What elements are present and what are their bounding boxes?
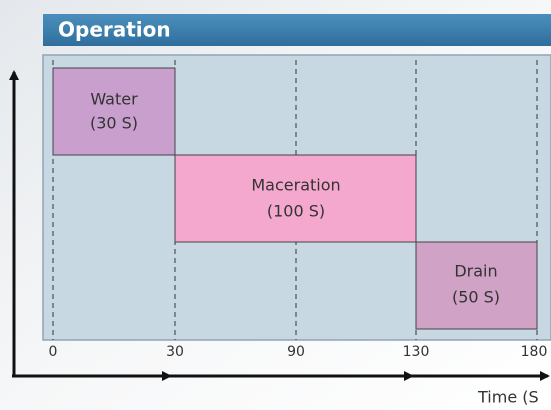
axes	[9, 70, 550, 381]
maceration-block	[174, 154, 417, 243]
block-duration: (30 S)	[90, 114, 138, 133]
axis-label: Time (S	[477, 388, 539, 407]
block-label: Drain	[454, 262, 497, 281]
block-label: Water	[90, 90, 138, 109]
water-block	[52, 67, 176, 156]
tick-label: 30	[166, 344, 184, 360]
block-duration: (100 S)	[267, 202, 325, 221]
block-duration: (50 S)	[452, 288, 500, 307]
tick-label: 90	[287, 344, 305, 360]
header-bar	[43, 14, 551, 46]
tick-label: 130	[403, 344, 430, 360]
tick-label: 180	[521, 344, 548, 360]
tick-label: 0	[49, 344, 58, 360]
drain-block	[415, 241, 538, 330]
block-label: Maceration	[251, 176, 340, 195]
header-title: Operation	[58, 18, 171, 42]
